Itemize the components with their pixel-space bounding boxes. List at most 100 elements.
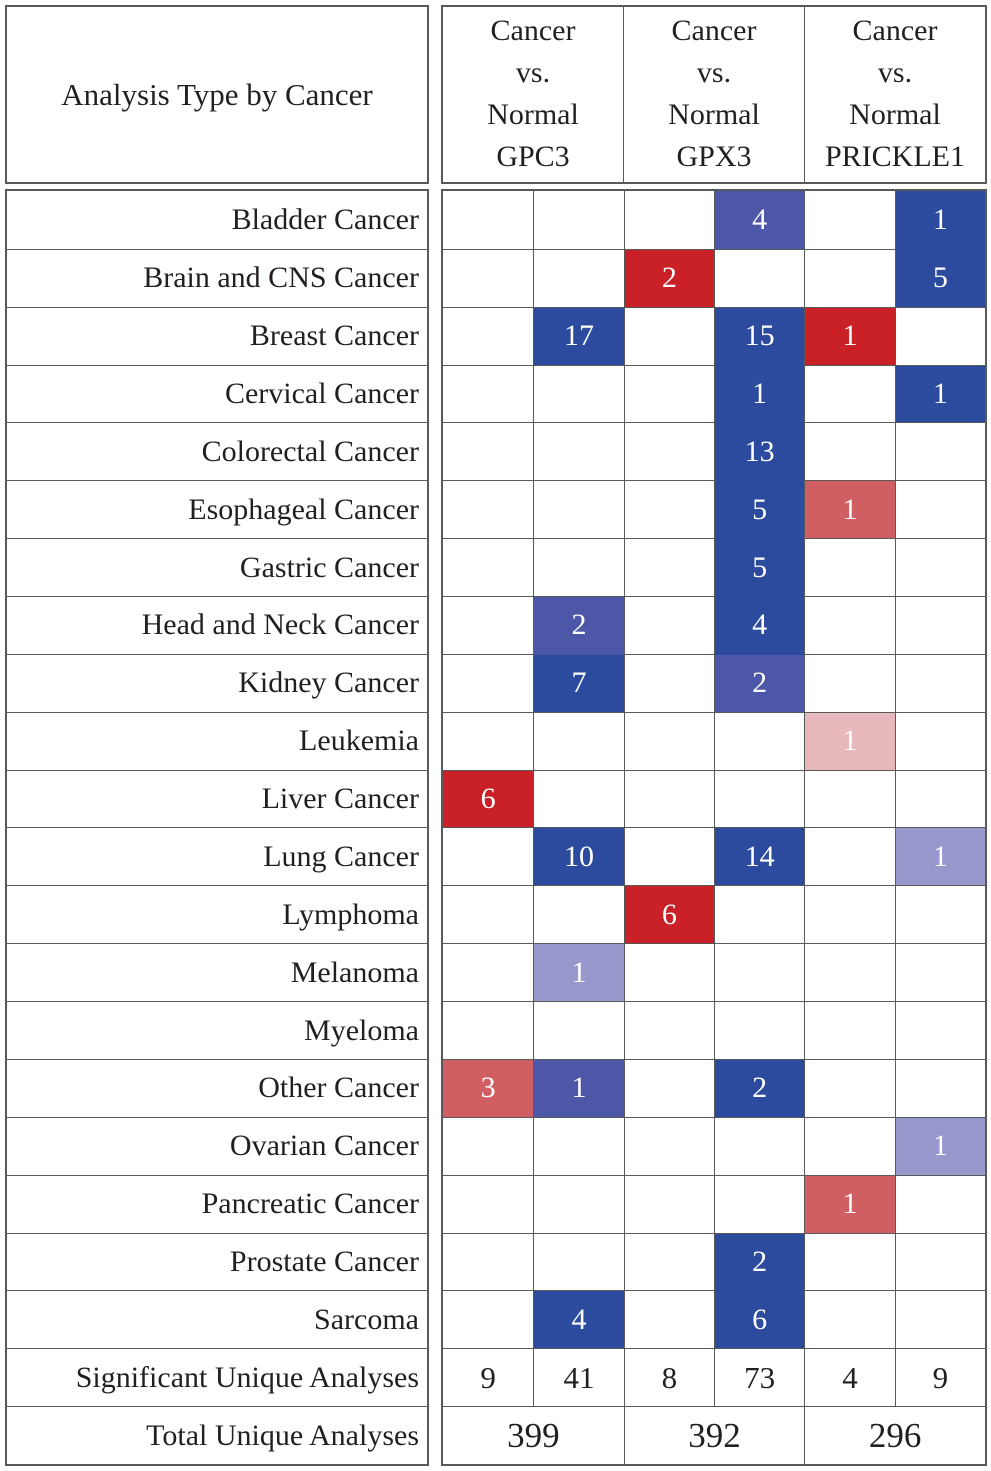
row-label: Lung Cancer bbox=[7, 827, 427, 885]
heatmap-cell bbox=[714, 943, 805, 1002]
heatmap-cell bbox=[804, 827, 895, 886]
row-label: Kidney Cancer bbox=[7, 653, 427, 712]
row-label: Pancreatic Cancer bbox=[7, 1174, 427, 1233]
heatmap-cell: 6 bbox=[623, 885, 714, 944]
heatmap-cell bbox=[894, 711, 985, 770]
heatmap-cell bbox=[714, 885, 805, 944]
heatmap-cell bbox=[443, 885, 534, 943]
heatmap-cell: 13 bbox=[714, 422, 805, 481]
heatmap-cell bbox=[714, 769, 805, 828]
analysis-type-header: Analysis Type by Cancer bbox=[5, 5, 429, 184]
heatmap-cell bbox=[894, 943, 985, 1002]
heatmap-cell bbox=[894, 306, 985, 365]
heatmap-grid: 4 1 2 5 17 15 1 1 1 13 5 1 5 2 4 7 2 1 6 10 14 1 6 1 3 1 2 1 1 2 4 6 9 41… bbox=[441, 189, 987, 1466]
heatmap-cell: 1 bbox=[804, 480, 895, 539]
heatmap-cell bbox=[623, 711, 714, 770]
significant-count-cell: 9 bbox=[894, 1348, 985, 1407]
heatmap-cell: 2 bbox=[533, 596, 624, 654]
heatmap-cell bbox=[533, 480, 624, 539]
heatmap-cell: 17 bbox=[533, 306, 624, 365]
heatmap-cell: 1 bbox=[894, 827, 985, 886]
heatmap-cell: 2 bbox=[714, 1232, 805, 1291]
total-count-cell: 296 bbox=[804, 1406, 985, 1464]
heatmap-cell bbox=[623, 364, 714, 423]
heatmap-cell bbox=[533, 1116, 624, 1175]
row-label: Sarcoma bbox=[7, 1290, 427, 1348]
heatmap-cell bbox=[443, 1232, 534, 1291]
row-label: Ovarian Cancer bbox=[7, 1116, 427, 1175]
heatmap-cell bbox=[894, 1174, 985, 1233]
heatmap-cell bbox=[623, 538, 714, 597]
heatmap-cell bbox=[894, 1290, 985, 1349]
significant-count-cell: 9 bbox=[443, 1348, 534, 1406]
heatmap-cell bbox=[443, 538, 534, 596]
heatmap-cell bbox=[714, 248, 805, 307]
heatmap-cell bbox=[804, 364, 895, 423]
heatmap-cell bbox=[804, 1290, 895, 1349]
row-label: Liver Cancer bbox=[7, 769, 427, 828]
heatmap-cell: 6 bbox=[443, 769, 534, 828]
heatmap-cell bbox=[623, 191, 714, 249]
heatmap-cell bbox=[714, 1174, 805, 1233]
heatmap-cell: 4 bbox=[714, 191, 805, 249]
heatmap-cell: 1 bbox=[533, 1058, 624, 1117]
heatmap-cell: 1 bbox=[714, 364, 805, 423]
heatmap-cell bbox=[804, 248, 895, 307]
row-label: Prostate Cancer bbox=[7, 1232, 427, 1291]
significant-count-cell: 41 bbox=[533, 1348, 624, 1407]
heatmap-cell bbox=[533, 1001, 624, 1059]
row-label: Lymphoma bbox=[7, 885, 427, 943]
row-label: Leukemia bbox=[7, 711, 427, 770]
heatmap-cell: 4 bbox=[714, 596, 805, 654]
heatmap-cell: 4 bbox=[533, 1290, 624, 1349]
heatmap-cell bbox=[623, 653, 714, 712]
heatmap-cell bbox=[533, 248, 624, 307]
heatmap-cell bbox=[443, 248, 534, 307]
heatmap-cell bbox=[623, 596, 714, 654]
heatmap-cell bbox=[804, 943, 895, 1002]
row-label: Colorectal Cancer bbox=[7, 422, 427, 480]
total-count-cell: 392 bbox=[623, 1406, 805, 1464]
heatmap-cell bbox=[443, 422, 534, 480]
heatmap-cell bbox=[443, 711, 534, 770]
row-label: Gastric Cancer bbox=[7, 538, 427, 596]
heatmap-cell bbox=[443, 364, 534, 423]
heatmap-cell bbox=[443, 1290, 534, 1348]
heatmap-cell: 1 bbox=[804, 306, 895, 365]
heatmap-cell bbox=[623, 827, 714, 886]
heatmap-cell bbox=[443, 1174, 534, 1233]
heatmap-cell: 5 bbox=[714, 538, 805, 597]
cancer-type-labels: Bladder Cancer Brain and CNS Cancer Breast… bbox=[5, 189, 429, 1466]
heatmap-cell bbox=[623, 1058, 714, 1117]
heatmap-cell bbox=[714, 1001, 805, 1059]
heatmap-cell: 1 bbox=[804, 711, 895, 770]
heatmap-cell bbox=[623, 1116, 714, 1175]
heatmap-cell bbox=[623, 422, 714, 481]
heatmap-cell bbox=[804, 1058, 895, 1117]
column-header-gpc3: Cancer vs. Normal GPC3 bbox=[487, 14, 579, 173]
heatmap-cell bbox=[623, 306, 714, 365]
row-label: Head and Neck Cancer bbox=[7, 596, 427, 654]
row-label: Breast Cancer bbox=[7, 306, 427, 365]
heatmap-cell bbox=[804, 1232, 895, 1291]
heatmap-cell bbox=[894, 1001, 985, 1059]
column-header-gpx3: Cancer vs. Normal GPX3 bbox=[623, 7, 804, 182]
heatmap-cell: 5 bbox=[714, 480, 805, 539]
heatmap-cell bbox=[443, 1116, 534, 1175]
total-count-cell: 399 bbox=[443, 1406, 624, 1464]
heatmap-cell bbox=[443, 653, 534, 712]
heatmap-cell: 2 bbox=[714, 653, 805, 712]
heatmap-cell bbox=[804, 1001, 895, 1059]
heatmap-cell bbox=[623, 769, 714, 828]
heatmap-cell: 1 bbox=[894, 1116, 985, 1175]
heatmap-cell bbox=[443, 827, 534, 885]
row-label-total: Total Unique Analyses bbox=[7, 1406, 427, 1464]
significant-count-cell: 4 bbox=[804, 1348, 895, 1407]
heatmap-cell bbox=[894, 480, 985, 539]
row-label: Esophageal Cancer bbox=[7, 480, 427, 538]
heatmap-cell bbox=[804, 769, 895, 828]
heatmap-cell bbox=[443, 1001, 534, 1059]
heatmap-cell bbox=[804, 422, 895, 481]
heatmap-cell bbox=[894, 422, 985, 481]
significant-count-cell: 8 bbox=[623, 1348, 714, 1407]
